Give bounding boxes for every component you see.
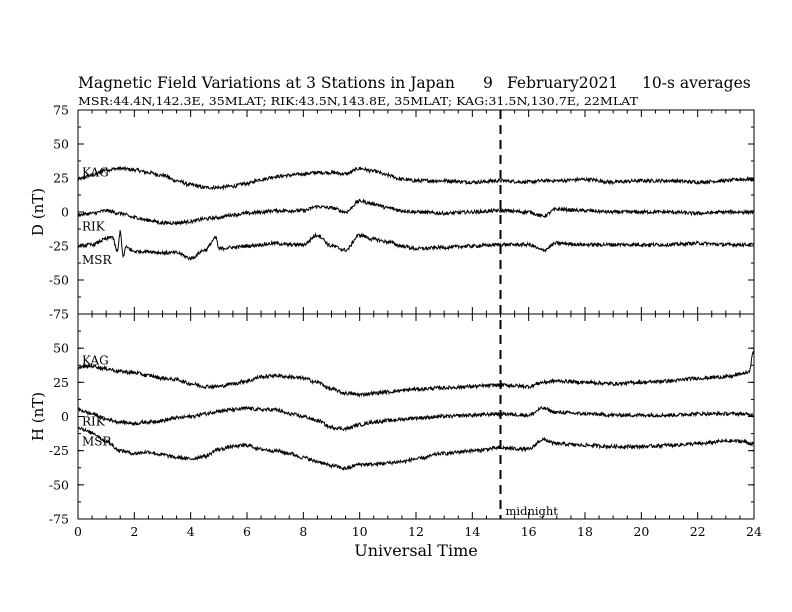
series-label-rik: RIK [82,415,106,429]
y-tick-label: -50 [49,273,69,288]
panel-1: 50 25 0 -25 -50 -75 H (nT) KAG RIK MSR midnight [29,110,755,527]
series-line-rik [77,198,755,226]
y-tick-label: 75 [53,103,69,118]
chart-month-year: February2021 [507,74,618,92]
y-tick-label: -25 [49,443,69,458]
y-tick-label: 0 [61,409,69,424]
series-label-kag: KAG [82,353,109,367]
x-tick-label: 8 [299,524,307,539]
stations-line: MSR:44.4N,142.3E, 35MLAT; RIK:43.5N,143.… [78,94,638,108]
x-tick-label: 6 [243,524,251,539]
x-tick-label: 22 [690,524,706,539]
x-tick-label: 4 [187,524,195,539]
series-label-msr: MSR [82,434,113,448]
x-tick-label: 2 [130,524,138,539]
series-label-rik: RIK [82,220,106,234]
x-tick-label: 18 [577,524,593,539]
x-axis-label: Universal Time [354,541,477,560]
y-tick-label: 25 [53,171,69,186]
series-line-rik [77,405,755,432]
y-tick-label: 50 [53,341,69,356]
y-tick-label: -75 [49,307,69,322]
x-tick-label: 24 [746,524,762,539]
series-line-kag [77,350,755,398]
chart-title: Magnetic Field Variations at 3 Stations … [78,74,455,92]
y-tick-label: -75 [49,512,69,527]
y-tick-label: -50 [49,477,69,492]
y-tick-label: 50 [53,137,69,152]
series-label-kag: KAG [82,165,109,179]
x-tick-label: 0 [74,524,82,539]
x-tick-label: 10 [352,524,368,539]
y-axis-label: H (nT) [29,392,47,441]
series-label-msr: MSR [82,253,113,267]
x-tick-label: 16 [521,524,537,539]
x-tick-label: 14 [464,524,480,539]
y-tick-label: 25 [53,375,69,390]
series-line-msr [77,426,755,471]
y-axis-label: D (nT) [29,188,47,236]
y-tick-label: -25 [49,239,69,254]
series-line-msr [77,230,755,261]
chart-averaging: 10-s averages [642,74,751,92]
chart-day: 9 [483,74,493,92]
midnight-label: midnight [506,504,559,518]
series-line-kag [77,165,755,191]
panel-0: 75 50 25 0 -25 -50 -75 D (nT) KAG RIK MSR [29,103,755,322]
y-tick-label: 0 [61,205,69,220]
x-tick-label: 12 [408,524,424,539]
x-tick-label: 20 [633,524,649,539]
